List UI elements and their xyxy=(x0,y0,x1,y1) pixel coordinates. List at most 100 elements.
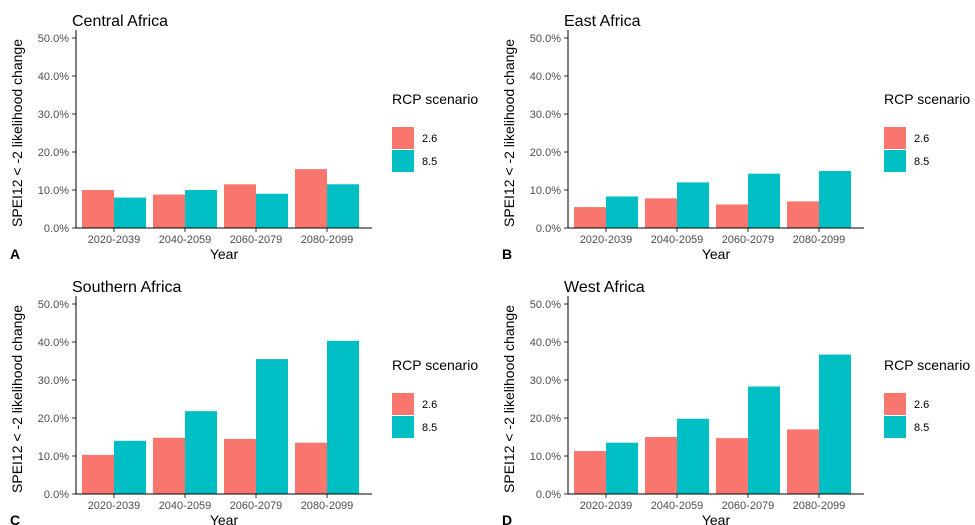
legend-label: 8.5 xyxy=(422,156,437,168)
legend-label: 2.6 xyxy=(914,399,929,411)
y-tick-label: 30.0% xyxy=(530,375,561,387)
bar-26-2040-2059 xyxy=(645,437,677,494)
y-tick-label: 0.0% xyxy=(44,489,69,501)
y-tick-label: 40.0% xyxy=(530,337,561,349)
bar-85-2080-2099 xyxy=(819,354,851,494)
bar-85-2020-2039 xyxy=(114,197,146,228)
bar-26-2020-2039 xyxy=(574,207,606,228)
x-axis-title: Year xyxy=(702,512,731,525)
legend: RCP scenario 2.6 8.5 xyxy=(884,91,970,172)
panel-letter: A xyxy=(10,246,20,262)
bar-85-2040-2059 xyxy=(677,418,709,494)
panel-b: East Africa 0.0% 10.0% 20.0% 30.0% 40.0% 50.0%… xyxy=(501,13,970,262)
y-axis-title: SPEI12 < -2 likelihood change xyxy=(501,305,517,493)
y-tick-label: 40.0% xyxy=(530,71,561,83)
x-tick-label: 2040-2059 xyxy=(651,500,704,512)
bar-85-2020-2039 xyxy=(606,196,638,228)
panel-title: Southern Africa xyxy=(72,279,182,296)
panel-title: West Africa xyxy=(564,279,645,296)
legend: RCP scenario 2.6 8.5 xyxy=(392,357,478,438)
legend-label: 8.5 xyxy=(914,422,929,434)
bar-26-2080-2099 xyxy=(295,442,327,494)
bar-26-2060-2079 xyxy=(716,438,748,494)
y-tick-label: 0.0% xyxy=(44,223,69,235)
y-tick-label: 30.0% xyxy=(38,109,69,121)
x-axis-title: Year xyxy=(702,246,731,262)
bar-26-2060-2079 xyxy=(224,438,256,494)
bar-26-2040-2059 xyxy=(153,194,185,228)
legend: RCP scenario 2.6 8.5 xyxy=(392,91,478,172)
y-tick-label: 50.0% xyxy=(530,33,561,45)
x-tick-label: 2020-2039 xyxy=(88,500,141,512)
x-tick-label: 2040-2059 xyxy=(159,500,212,512)
legend-key-26 xyxy=(884,393,906,415)
panel-letter: C xyxy=(10,512,20,525)
y-tick-label: 20.0% xyxy=(38,413,69,425)
bar-26-2060-2079 xyxy=(224,184,256,228)
legend-title: RCP scenario xyxy=(884,91,970,107)
y-axis-title: SPEI12 < -2 likelihood change xyxy=(501,39,517,227)
panel-c: Southern Africa 0.0% 10.0% 20.0% 30.0% 40.0% 5… xyxy=(9,279,478,525)
bar-85-2080-2099 xyxy=(327,184,359,228)
legend-title: RCP scenario xyxy=(392,357,478,373)
legend-key-85 xyxy=(392,150,414,172)
y-tick-label: 10.0% xyxy=(530,451,561,463)
y-tick-label: 20.0% xyxy=(530,147,561,159)
legend-key-26 xyxy=(884,127,906,149)
bar-26-2080-2099 xyxy=(787,201,819,228)
bar-26-2020-2039 xyxy=(82,454,114,494)
bar-85-2040-2059 xyxy=(677,182,709,228)
y-tick-label: 20.0% xyxy=(530,413,561,425)
bar-85-2060-2079 xyxy=(256,359,288,494)
x-tick-label: 2080-2099 xyxy=(301,500,354,512)
bar-26-2080-2099 xyxy=(295,169,327,228)
panel-letter: B xyxy=(502,246,512,262)
x-tick-label: 2060-2079 xyxy=(722,500,775,512)
y-tick-label: 30.0% xyxy=(530,109,561,121)
legend-title: RCP scenario xyxy=(884,357,970,373)
panel-title: East Africa xyxy=(564,13,641,30)
legend-key-85 xyxy=(884,150,906,172)
bar-26-2020-2039 xyxy=(574,451,606,494)
bar-85-2040-2059 xyxy=(185,190,217,228)
x-axis-title: Year xyxy=(210,512,239,525)
legend-label: 8.5 xyxy=(422,422,437,434)
legend-key-85 xyxy=(392,416,414,438)
x-tick-label: 2040-2059 xyxy=(159,234,212,246)
x-axis-title: Year xyxy=(210,246,239,262)
y-tick-label: 50.0% xyxy=(38,33,69,45)
legend: RCP scenario 2.6 8.5 xyxy=(884,357,970,438)
x-tick-label: 2040-2059 xyxy=(651,234,704,246)
bar-26-2080-2099 xyxy=(787,429,819,494)
x-tick-label: 2080-2099 xyxy=(793,234,846,246)
x-tick-label: 2060-2079 xyxy=(230,500,283,512)
legend-label: 2.6 xyxy=(422,399,437,411)
x-tick-label: 2080-2099 xyxy=(301,234,354,246)
panel-d: West Africa 0.0% 10.0% 20.0% 30.0% 40.0% 50.0%… xyxy=(501,279,970,525)
bar-26-2060-2079 xyxy=(716,204,748,228)
panel-title: Central Africa xyxy=(72,13,168,30)
y-tick-label: 40.0% xyxy=(38,71,69,83)
bar-85-2060-2079 xyxy=(256,193,288,228)
legend-label: 8.5 xyxy=(914,156,929,168)
legend-key-85 xyxy=(884,416,906,438)
y-tick-label: 10.0% xyxy=(530,185,561,197)
x-tick-label: 2080-2099 xyxy=(793,500,846,512)
y-tick-label: 0.0% xyxy=(536,489,561,501)
x-tick-label: 2020-2039 xyxy=(580,500,633,512)
bar-26-2040-2059 xyxy=(153,437,185,494)
y-tick-label: 0.0% xyxy=(536,223,561,235)
bar-85-2040-2059 xyxy=(185,411,217,494)
bar-85-2080-2099 xyxy=(327,340,359,494)
bar-85-2080-2099 xyxy=(819,171,851,228)
legend-key-26 xyxy=(392,393,414,415)
y-tick-label: 30.0% xyxy=(38,375,69,387)
x-tick-label: 2060-2079 xyxy=(230,234,283,246)
legend-title: RCP scenario xyxy=(392,91,478,107)
y-tick-label: 40.0% xyxy=(38,337,69,349)
bar-85-2060-2079 xyxy=(748,386,780,494)
y-axis-title: SPEI12 < -2 likelihood change xyxy=(9,305,25,493)
bar-85-2060-2079 xyxy=(748,173,780,228)
y-tick-label: 10.0% xyxy=(38,185,69,197)
